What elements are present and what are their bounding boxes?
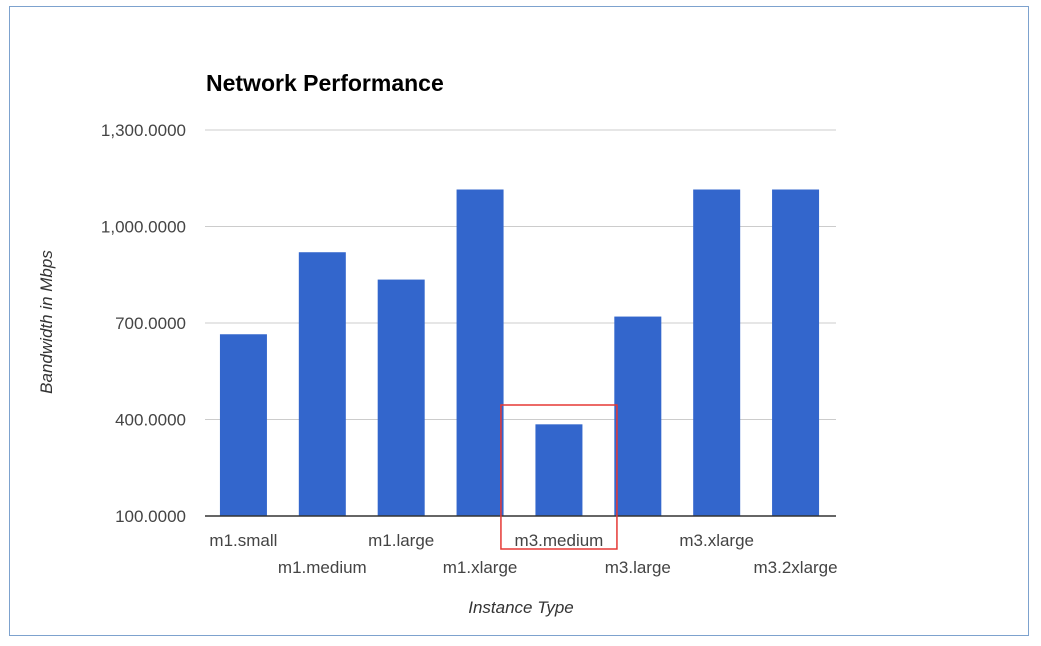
y-tick-label: 700.0000	[115, 314, 186, 333]
y-axis-title: Bandwidth in Mbps	[37, 250, 56, 394]
bar-m1.medium	[298, 252, 346, 516]
bar-m1.xlarge	[456, 189, 504, 516]
y-axis-ticks: 100.0000 400.0000 700.0000 1,000.0000 1,300.…	[101, 121, 186, 526]
bars	[219, 189, 820, 516]
y-tick-label: 1,300.0000	[101, 121, 186, 140]
bar-m3.medium	[535, 424, 583, 516]
x-tick-label: m1.medium	[278, 558, 367, 577]
x-tick-label: m3.2xlarge	[754, 558, 838, 577]
y-tick-label: 100.0000	[115, 507, 186, 526]
x-tick-label: m3.large	[605, 558, 671, 577]
highlight-box	[500, 404, 618, 550]
bar-m1.large	[377, 279, 425, 516]
bar-m1.small	[219, 334, 267, 516]
bar-m3.xlarge	[693, 189, 741, 516]
x-axis-title: Instance Type	[468, 598, 574, 617]
x-tick-label: m3.xlarge	[679, 531, 754, 550]
chart-title: Network Performance	[206, 70, 444, 96]
x-tick-label: m3.medium	[515, 531, 604, 550]
bar-m3.large	[614, 316, 662, 516]
chart-frame	[9, 6, 1029, 636]
y-tick-label: 400.0000	[115, 411, 186, 430]
y-tick-label: 1,000.0000	[101, 218, 186, 237]
bar-m3.2xlarge	[772, 189, 820, 516]
x-tick-label: m1.large	[368, 531, 434, 550]
x-tick-label: m1.small	[209, 531, 277, 550]
x-tick-label: m1.xlarge	[443, 558, 518, 577]
